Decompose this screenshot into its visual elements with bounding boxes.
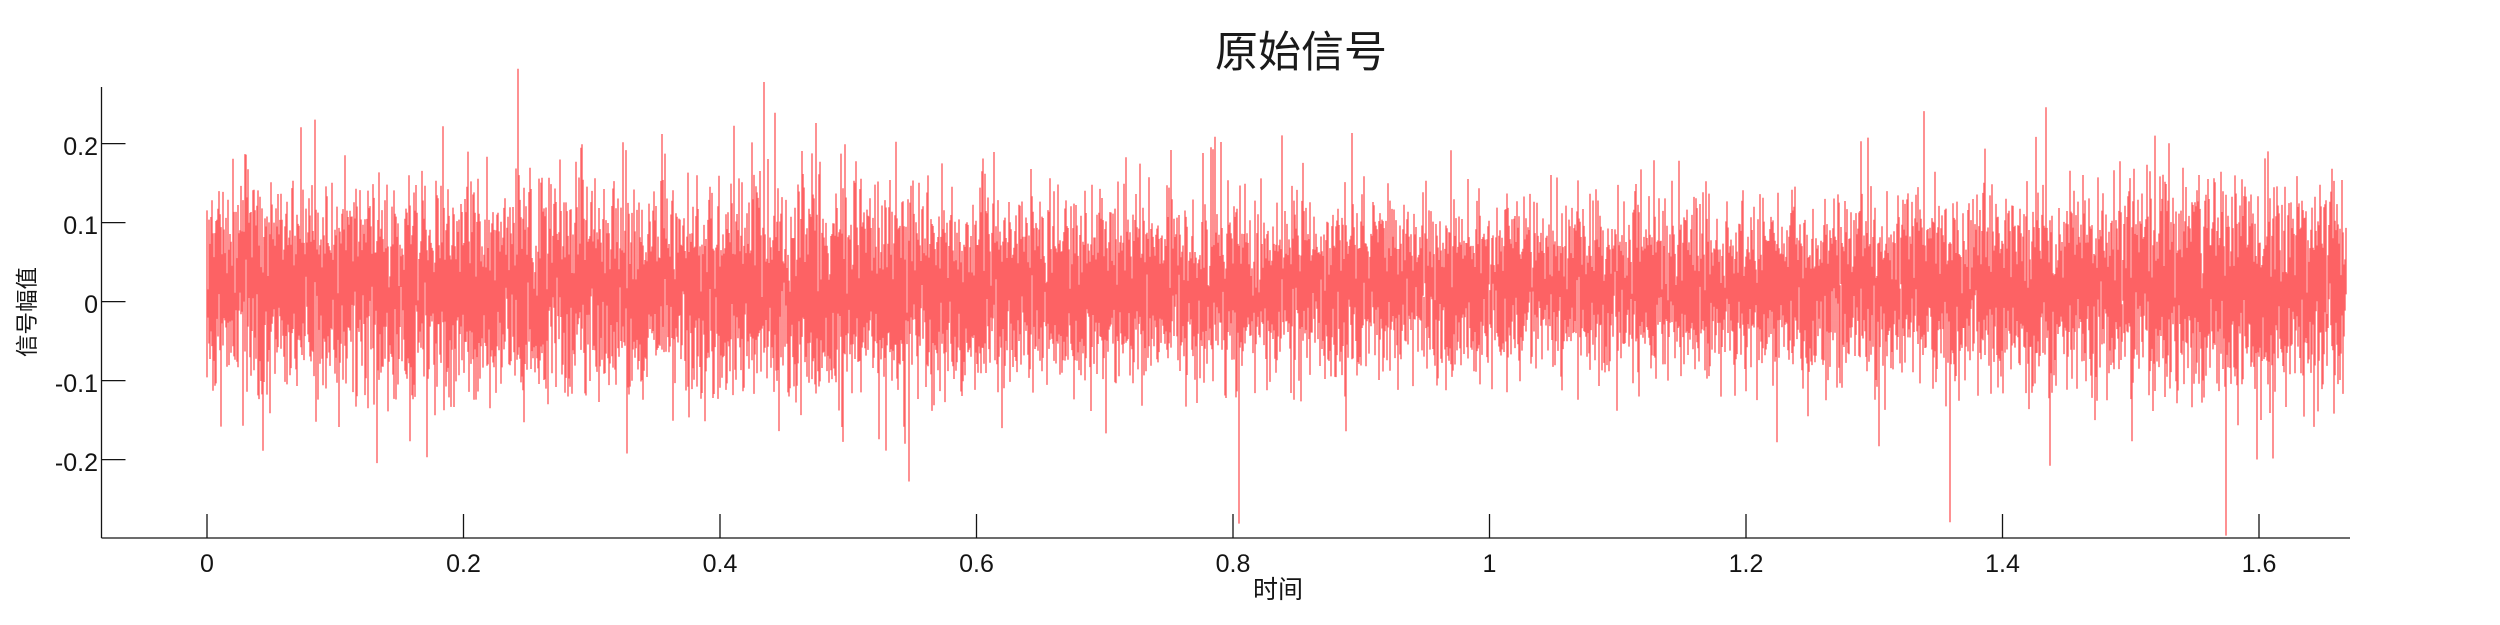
svg-text:1: 1 — [1483, 550, 1497, 578]
svg-text:1.6: 1.6 — [2242, 550, 2277, 578]
svg-text:0.8: 0.8 — [1216, 550, 1251, 578]
svg-text:-0.1: -0.1 — [55, 370, 98, 398]
svg-text:信号幅值: 信号幅值 — [15, 267, 40, 357]
svg-text:1.2: 1.2 — [1729, 550, 1764, 578]
svg-text:0.1: 0.1 — [63, 212, 98, 240]
svg-text:0: 0 — [84, 291, 98, 319]
svg-text:0: 0 — [200, 550, 214, 578]
svg-text:0.2: 0.2 — [63, 133, 98, 161]
svg-text:0.2: 0.2 — [446, 550, 481, 578]
svg-text:时间: 时间 — [1253, 576, 1303, 604]
svg-text:0.4: 0.4 — [703, 550, 738, 578]
svg-text:0.6: 0.6 — [959, 550, 994, 578]
svg-text:-0.2: -0.2 — [55, 449, 98, 477]
svg-text:1.4: 1.4 — [1985, 550, 2020, 578]
